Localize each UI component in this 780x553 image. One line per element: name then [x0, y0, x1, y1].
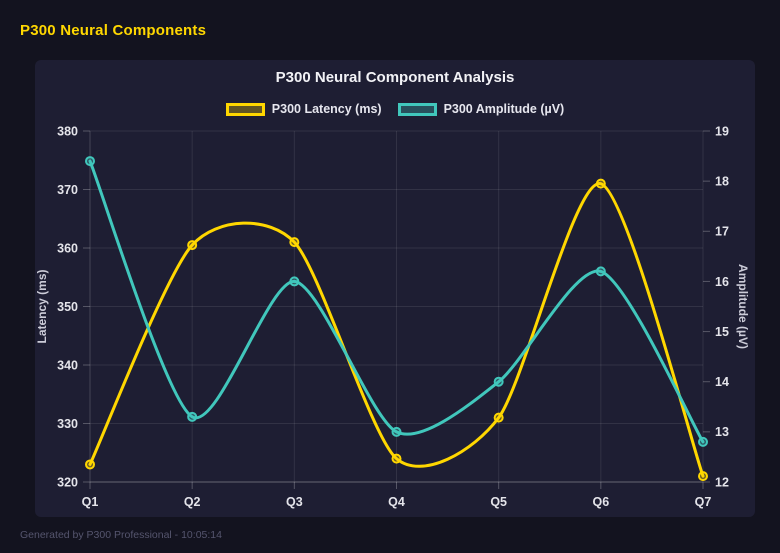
svg-text:16: 16: [715, 275, 729, 289]
svg-text:320: 320: [57, 475, 78, 489]
legend-label-latency: P300 Latency (ms): [271, 102, 382, 116]
svg-text:350: 350: [57, 300, 78, 314]
legend-item-amplitude[interactable]: P300 Amplitude (µV): [397, 102, 565, 116]
line-chart-plot: 320 330 340 350 360 370 380 12 13 14 15 16 17 18 19 Q1 Q…: [35, 60, 755, 517]
svg-text:Q4: Q4: [388, 495, 405, 509]
svg-text:Q6: Q6: [592, 495, 609, 509]
svg-text:Q3: Q3: [286, 495, 303, 509]
page-title: P300 Neural Components: [20, 22, 207, 39]
footer-note: Generated by P300 Professional - 10:05:1…: [20, 529, 222, 541]
svg-text:13: 13: [715, 425, 729, 439]
svg-text:Latency (ms): Latency (ms): [35, 269, 49, 343]
svg-text:330: 330: [57, 417, 78, 431]
svg-text:360: 360: [57, 241, 78, 255]
legend-item-latency[interactable]: P300 Latency (ms): [225, 102, 382, 116]
svg-text:12: 12: [715, 475, 729, 489]
svg-text:Q7: Q7: [695, 495, 712, 509]
svg-text:19: 19: [715, 124, 729, 138]
svg-text:14: 14: [715, 375, 729, 389]
chart-plot-svg: 320 330 340 350 360 370 380 12 13 14 15 16 17 18 19 Q1 Q…: [35, 124, 750, 509]
legend-swatch-amplitude: [397, 102, 437, 116]
svg-text:Q2: Q2: [184, 495, 201, 509]
svg-text:Q5: Q5: [490, 495, 507, 509]
svg-text:Amplitude (µV): Amplitude (µV): [736, 264, 750, 349]
svg-text:370: 370: [57, 183, 78, 197]
svg-text:340: 340: [57, 358, 78, 372]
svg-text:17: 17: [715, 225, 729, 239]
svg-text:18: 18: [715, 175, 729, 189]
chart-card: P300 Neural Component Analysis P300 Late…: [35, 60, 755, 517]
svg-text:15: 15: [715, 325, 729, 339]
legend-swatch-latency: [225, 102, 265, 116]
svg-text:Q1: Q1: [82, 495, 99, 509]
svg-text:380: 380: [57, 124, 78, 138]
chart-legend: P300 Latency (ms) P300 Amplitude (µV): [35, 102, 755, 116]
chart-title: P300 Neural Component Analysis: [275, 69, 515, 86]
legend-label-amplitude: P300 Amplitude (µV): [443, 102, 565, 116]
